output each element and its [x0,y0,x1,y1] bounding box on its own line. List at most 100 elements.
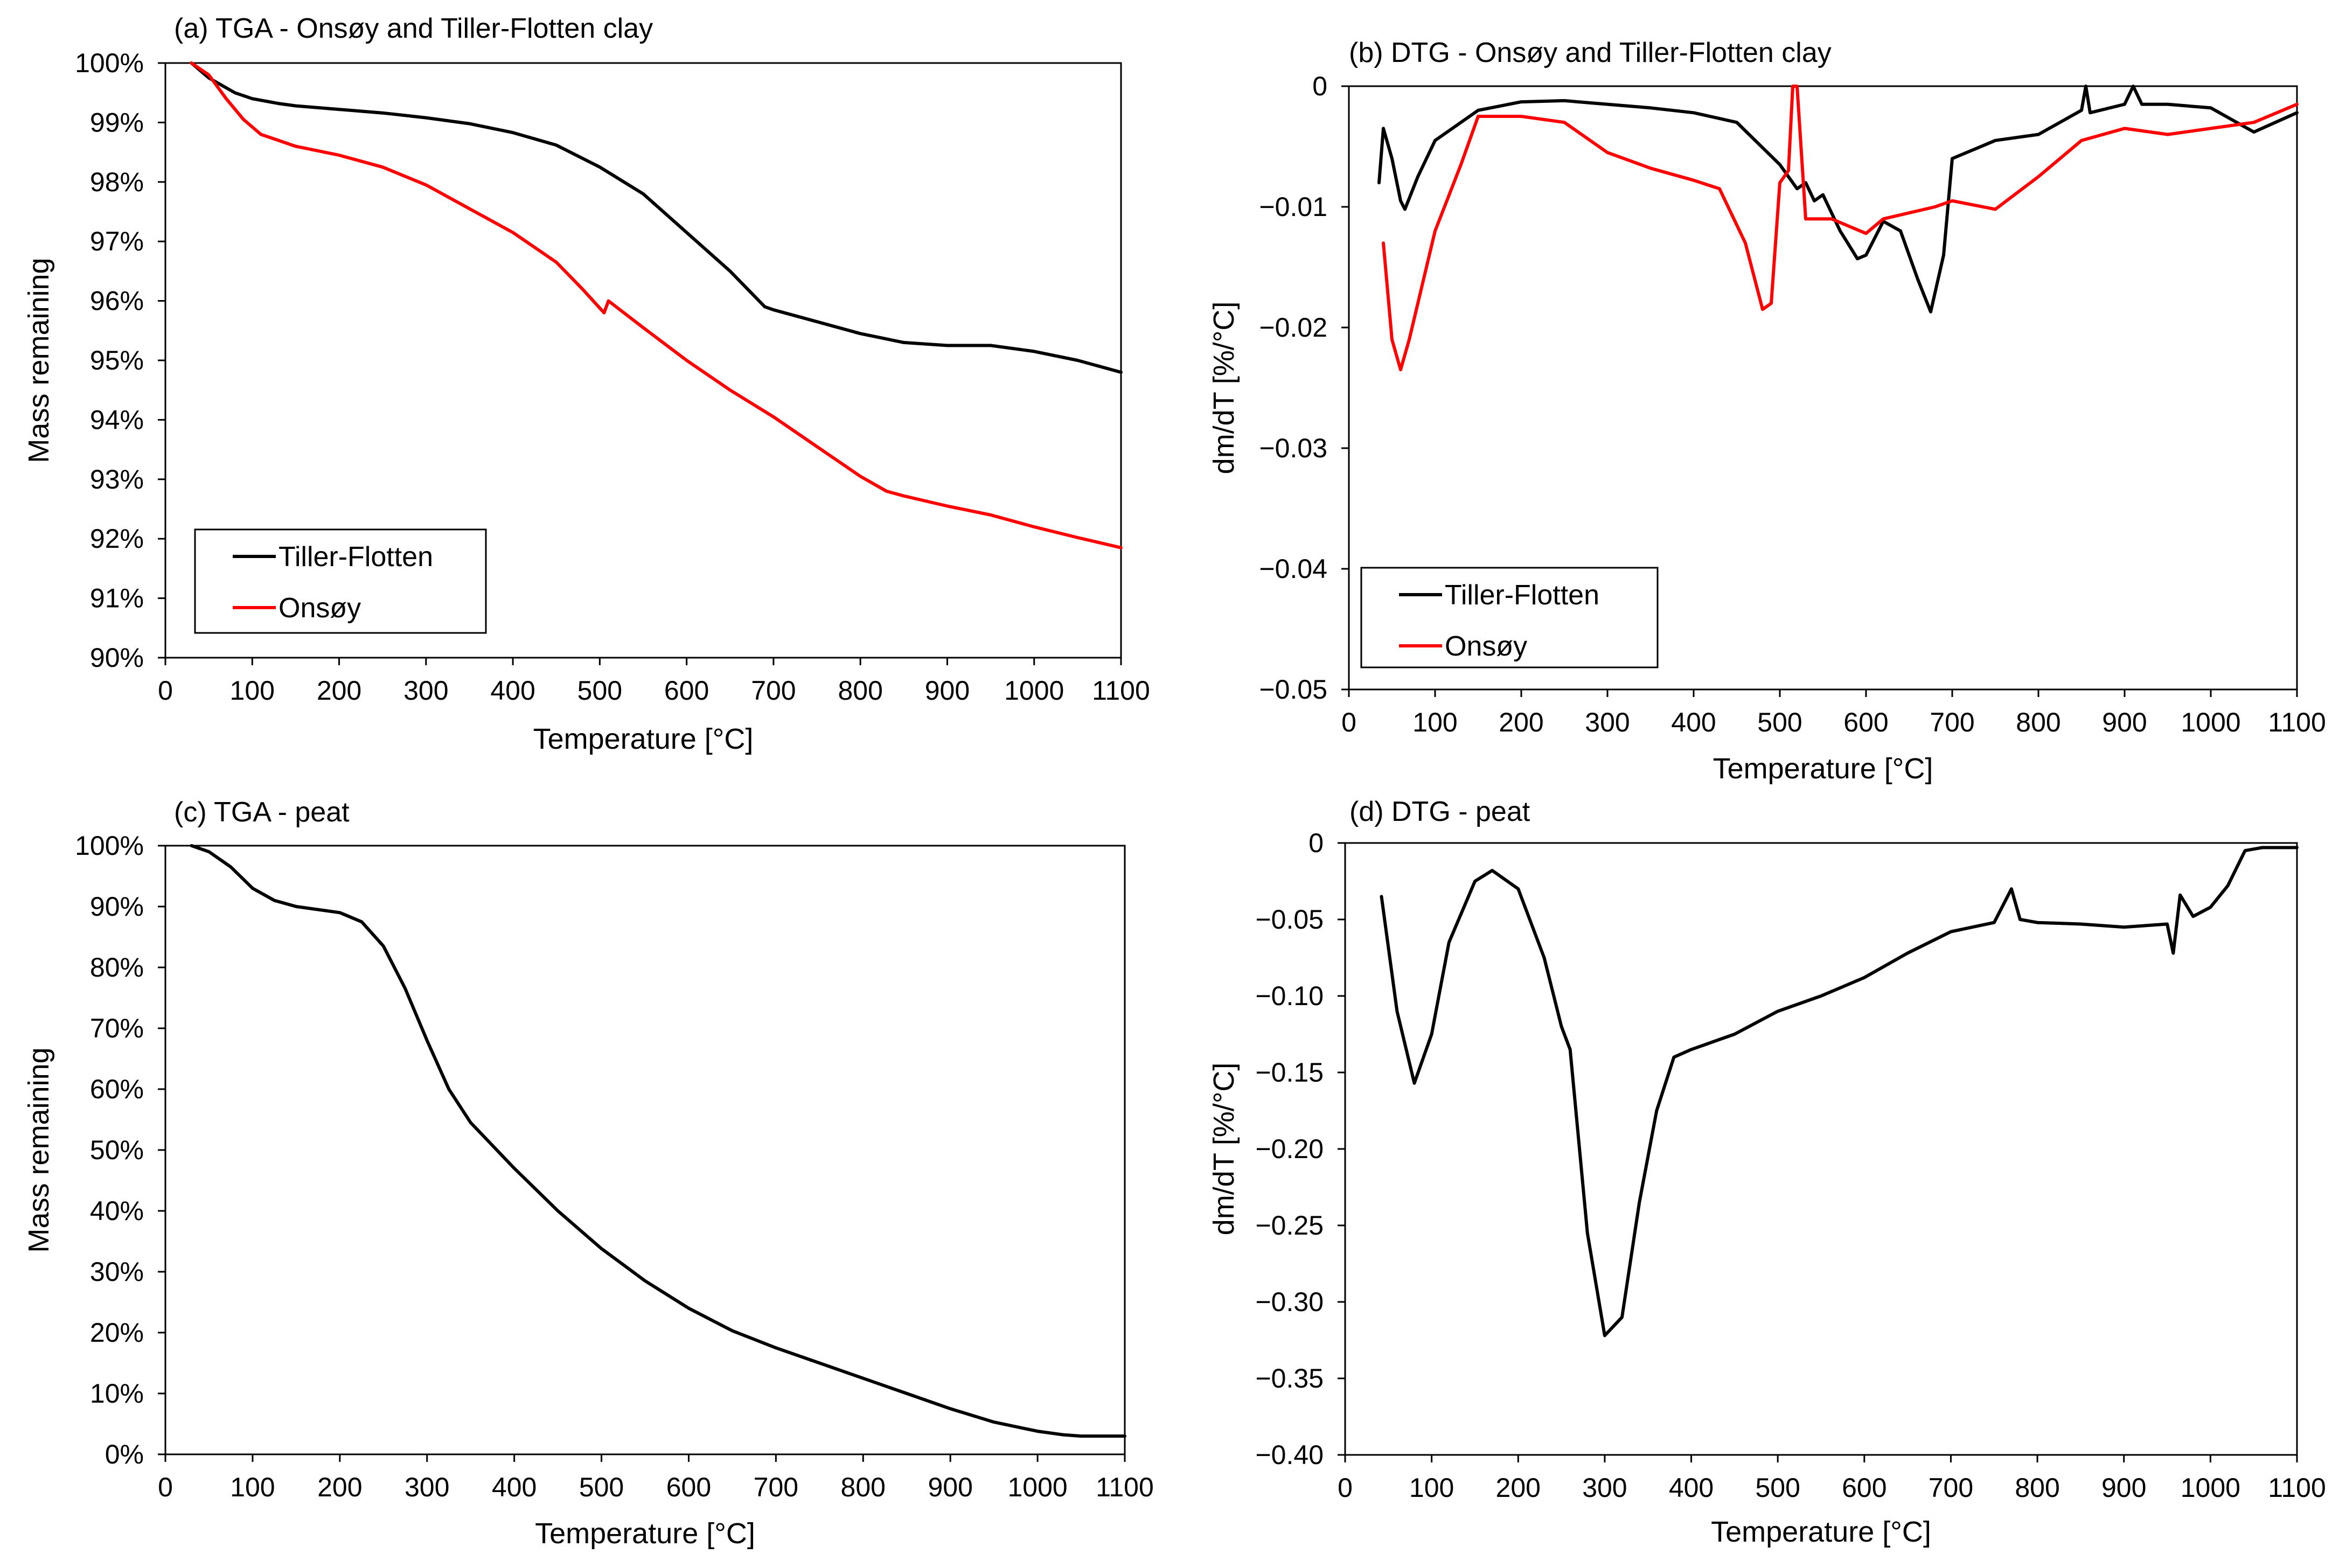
y-tick-label: 0 [1308,828,1324,858]
x-tick-label: 200 [317,675,361,706]
y-tick-label: 100% [75,831,144,861]
y-tick-label: 94% [90,405,144,435]
x-tick-label: 900 [2101,1473,2146,1503]
y-tick-label: 97% [90,226,144,256]
y-tick-label: 92% [90,524,144,554]
y-tick-label: 80% [90,952,144,982]
legend-box [194,528,487,634]
chart-title: (d) DTG - peat [1349,796,1530,827]
y-tick-label: 70% [90,1013,144,1043]
x-tick-label: 900 [928,1472,972,1502]
x-tick-label: 300 [1582,1473,1627,1503]
x-tick-label: 600 [1842,1473,1886,1503]
x-tick-label: 700 [751,675,796,706]
y-axis-label: dm/dT [%/°C] [1208,302,1240,475]
y-axis-label: dm/dT [%/°C] [1208,1063,1240,1236]
x-tick-label: 500 [579,1472,624,1502]
y-tick-label: 91% [90,583,144,614]
y-tick-label: 98% [90,167,144,197]
x-tick-label: 0 [158,675,173,706]
series-line-peat [1380,846,2299,1337]
series-line-ons-y [190,61,1123,549]
x-tick-label: 400 [490,675,535,706]
chart-title: (c) TGA - peat [174,797,350,828]
y-tick-label: 20% [90,1318,144,1348]
x-tick-label: 500 [1755,1473,1800,1503]
series-line-ons-y [1382,85,2299,372]
chart-panel-b: (b) DTG - Onsøy and Tiller-Flotten clay 0… [1208,37,2326,785]
chart-panel-a: (a) TGA - Onsøy and Tiller-Flotten clay 0… [23,13,1150,755]
x-axis-label: Temperature [°C] [1713,752,1933,785]
plot-frame [1348,85,2298,691]
x-tick-label: 200 [1499,707,1543,737]
x-tick-label: 0 [1341,707,1356,737]
x-tick-label: 400 [1669,1473,1714,1503]
y-axis-label: Mass remaining [23,257,55,463]
chart-title: (b) DTG - Onsøy and Tiller-Flotten clay [1349,37,1832,68]
legend-label: Onsøy [1445,631,1527,662]
y-tick-label: 10% [90,1378,144,1409]
y-tick-label: −0.05 [1259,674,1327,705]
x-tick-label: 800 [2016,707,2060,737]
x-tick-label: 900 [2102,707,2147,737]
x-tick-label: 800 [841,1472,886,1502]
y-tick-label: 50% [90,1135,144,1165]
series-line-peat [190,844,1126,1438]
series-line-tiller-flotten [190,61,1123,374]
y-tick-label: 30% [90,1257,144,1287]
x-tick-label: 0 [158,1472,173,1502]
y-tick-label: −0.35 [1255,1363,1324,1393]
chart-panel-d: (d) DTG - peat 0 100 200 300 400 500 600 700 800 9… [1208,796,2326,1548]
y-tick-label: −0.10 [1255,981,1324,1011]
y-tick-label: 100% [75,48,144,78]
chart-title: (a) TGA - Onsøy and Tiller-Flotten clay [174,13,653,44]
x-tick-label: 800 [2015,1473,2059,1503]
x-tick-label: 1000 [2181,1473,2240,1503]
x-tick-label: 1100 [1096,1472,1154,1502]
x-tick-label: 600 [666,1472,711,1502]
x-tick-label: 1000 [1004,675,1064,706]
y-tick-label: 60% [90,1074,144,1104]
y-tick-label: −0.15 [1255,1057,1324,1088]
y-tick-label: −0.20 [1255,1134,1324,1164]
y-tick-label: 0 [1312,71,1327,101]
x-tick-label: 100 [230,1472,275,1502]
y-tick-label: 40% [90,1196,144,1226]
y-tick-label: 95% [90,345,144,375]
x-tick-label: 500 [577,675,622,706]
y-tick-label: −0.03 [1259,433,1327,463]
legend: Tiller-Flotten Onsøy [1360,567,1659,668]
y-tick-label: 0% [105,1439,144,1469]
x-tick-label: 100 [1412,707,1457,737]
x-tick-label: 400 [492,1472,537,1502]
x-tick-label: 300 [403,675,448,706]
y-tick-label: 90% [90,891,144,922]
x-tick-label: 100 [230,675,275,706]
y-tick-label: −0.30 [1255,1287,1324,1317]
x-tick-label: 200 [1496,1473,1541,1503]
legend-label: Tiller-Flotten [1445,580,1599,611]
x-tick-label: 900 [925,675,970,706]
legend-label: Tiller-Flotten [279,541,433,573]
y-tick-label: −0.25 [1255,1210,1324,1241]
x-tick-label: 100 [1409,1473,1454,1503]
series-line-tiller-flotten [1377,85,2299,313]
y-tick-label: 93% [90,464,144,494]
x-tick-label: 600 [1843,707,1888,737]
x-tick-label: 1100 [2268,707,2326,737]
x-tick-label: 400 [1671,707,1716,737]
x-tick-label: 500 [1757,707,1802,737]
legend-label: Onsøy [279,593,361,624]
x-tick-label: 600 [664,675,709,706]
y-axis-label: Mass remaining [23,1047,55,1252]
chart-panel-c: (c) TGA - peat 0 100 200 300 400 500 600 700 800 9… [23,797,1154,1550]
x-tick-label: 300 [405,1472,449,1502]
x-tick-label: 1000 [1007,1472,1067,1502]
x-tick-label: 700 [1929,1473,1973,1503]
y-tick-label: −0.04 [1259,554,1327,584]
x-tick-label: 700 [1930,707,1974,737]
x-axis-label: Temperature [°C] [535,1517,755,1550]
y-tick-label: 90% [90,643,144,673]
x-tick-label: 0 [1338,1473,1353,1503]
